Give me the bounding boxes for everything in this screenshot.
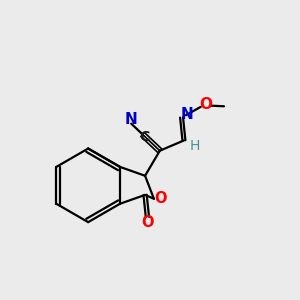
Text: O: O [141,215,154,230]
Text: N: N [181,107,193,122]
Text: H: H [190,139,200,153]
Text: O: O [154,191,167,206]
Text: N: N [125,112,138,127]
Text: C: C [139,130,149,144]
Text: O: O [199,97,212,112]
